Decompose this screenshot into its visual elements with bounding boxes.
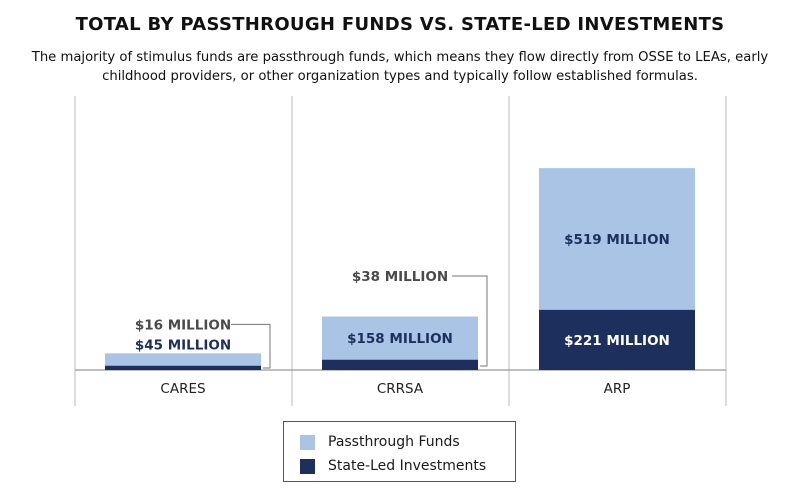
data-label-passthrough-arp: $519 MILLION	[564, 232, 670, 248]
data-label-passthrough-crrsa: $158 MILLION	[347, 331, 453, 347]
legend-item-state-led: State-Led Investments	[300, 457, 486, 475]
chart-title: TOTAL BY PASSTHROUGH FUNDS VS. STATE-LED…	[75, 14, 725, 35]
legend-label-passthrough: Passthrough Funds	[328, 434, 460, 450]
data-label-state-led-crrsa: $38 MILLION	[352, 269, 448, 285]
chart-subtitle: The majority of stimulus funds are passt…	[31, 50, 769, 84]
data-label-state-led-cares: $16 MILLION	[135, 317, 231, 333]
category-label-crrsa: CRRSA	[377, 381, 424, 397]
bar-passthrough-arp	[539, 168, 695, 310]
leader-line-crrsa	[452, 275, 488, 367]
data-label-passthrough-cares: $45 MILLION	[135, 337, 231, 353]
data-label-state-led-arp: $221 MILLION	[564, 333, 670, 349]
bar-state-led-cares	[105, 365, 261, 370]
chart-legend: Passthrough Funds State-Led Investments	[283, 421, 516, 482]
category-label-cares: CARES	[160, 381, 205, 397]
stacked-bar-chart: CARES CRRSA ARP $45 MILLION $16 MILLION $158 …	[74, 96, 727, 406]
legend-swatch-state-led	[300, 458, 315, 474]
leader-line-cares	[231, 323, 271, 369]
legend-swatch-passthrough	[300, 434, 315, 450]
legend-label-state-led: State-Led Investments	[328, 458, 487, 474]
category-label-arp: ARP	[604, 381, 631, 397]
bar-passthrough-crrsa	[322, 316, 478, 360]
bar-state-led-arp	[539, 309, 695, 370]
bar-state-led-crrsa	[322, 359, 478, 370]
legend-item-passthrough: Passthrough Funds	[300, 433, 460, 451]
bar-passthrough-cares	[105, 353, 261, 366]
